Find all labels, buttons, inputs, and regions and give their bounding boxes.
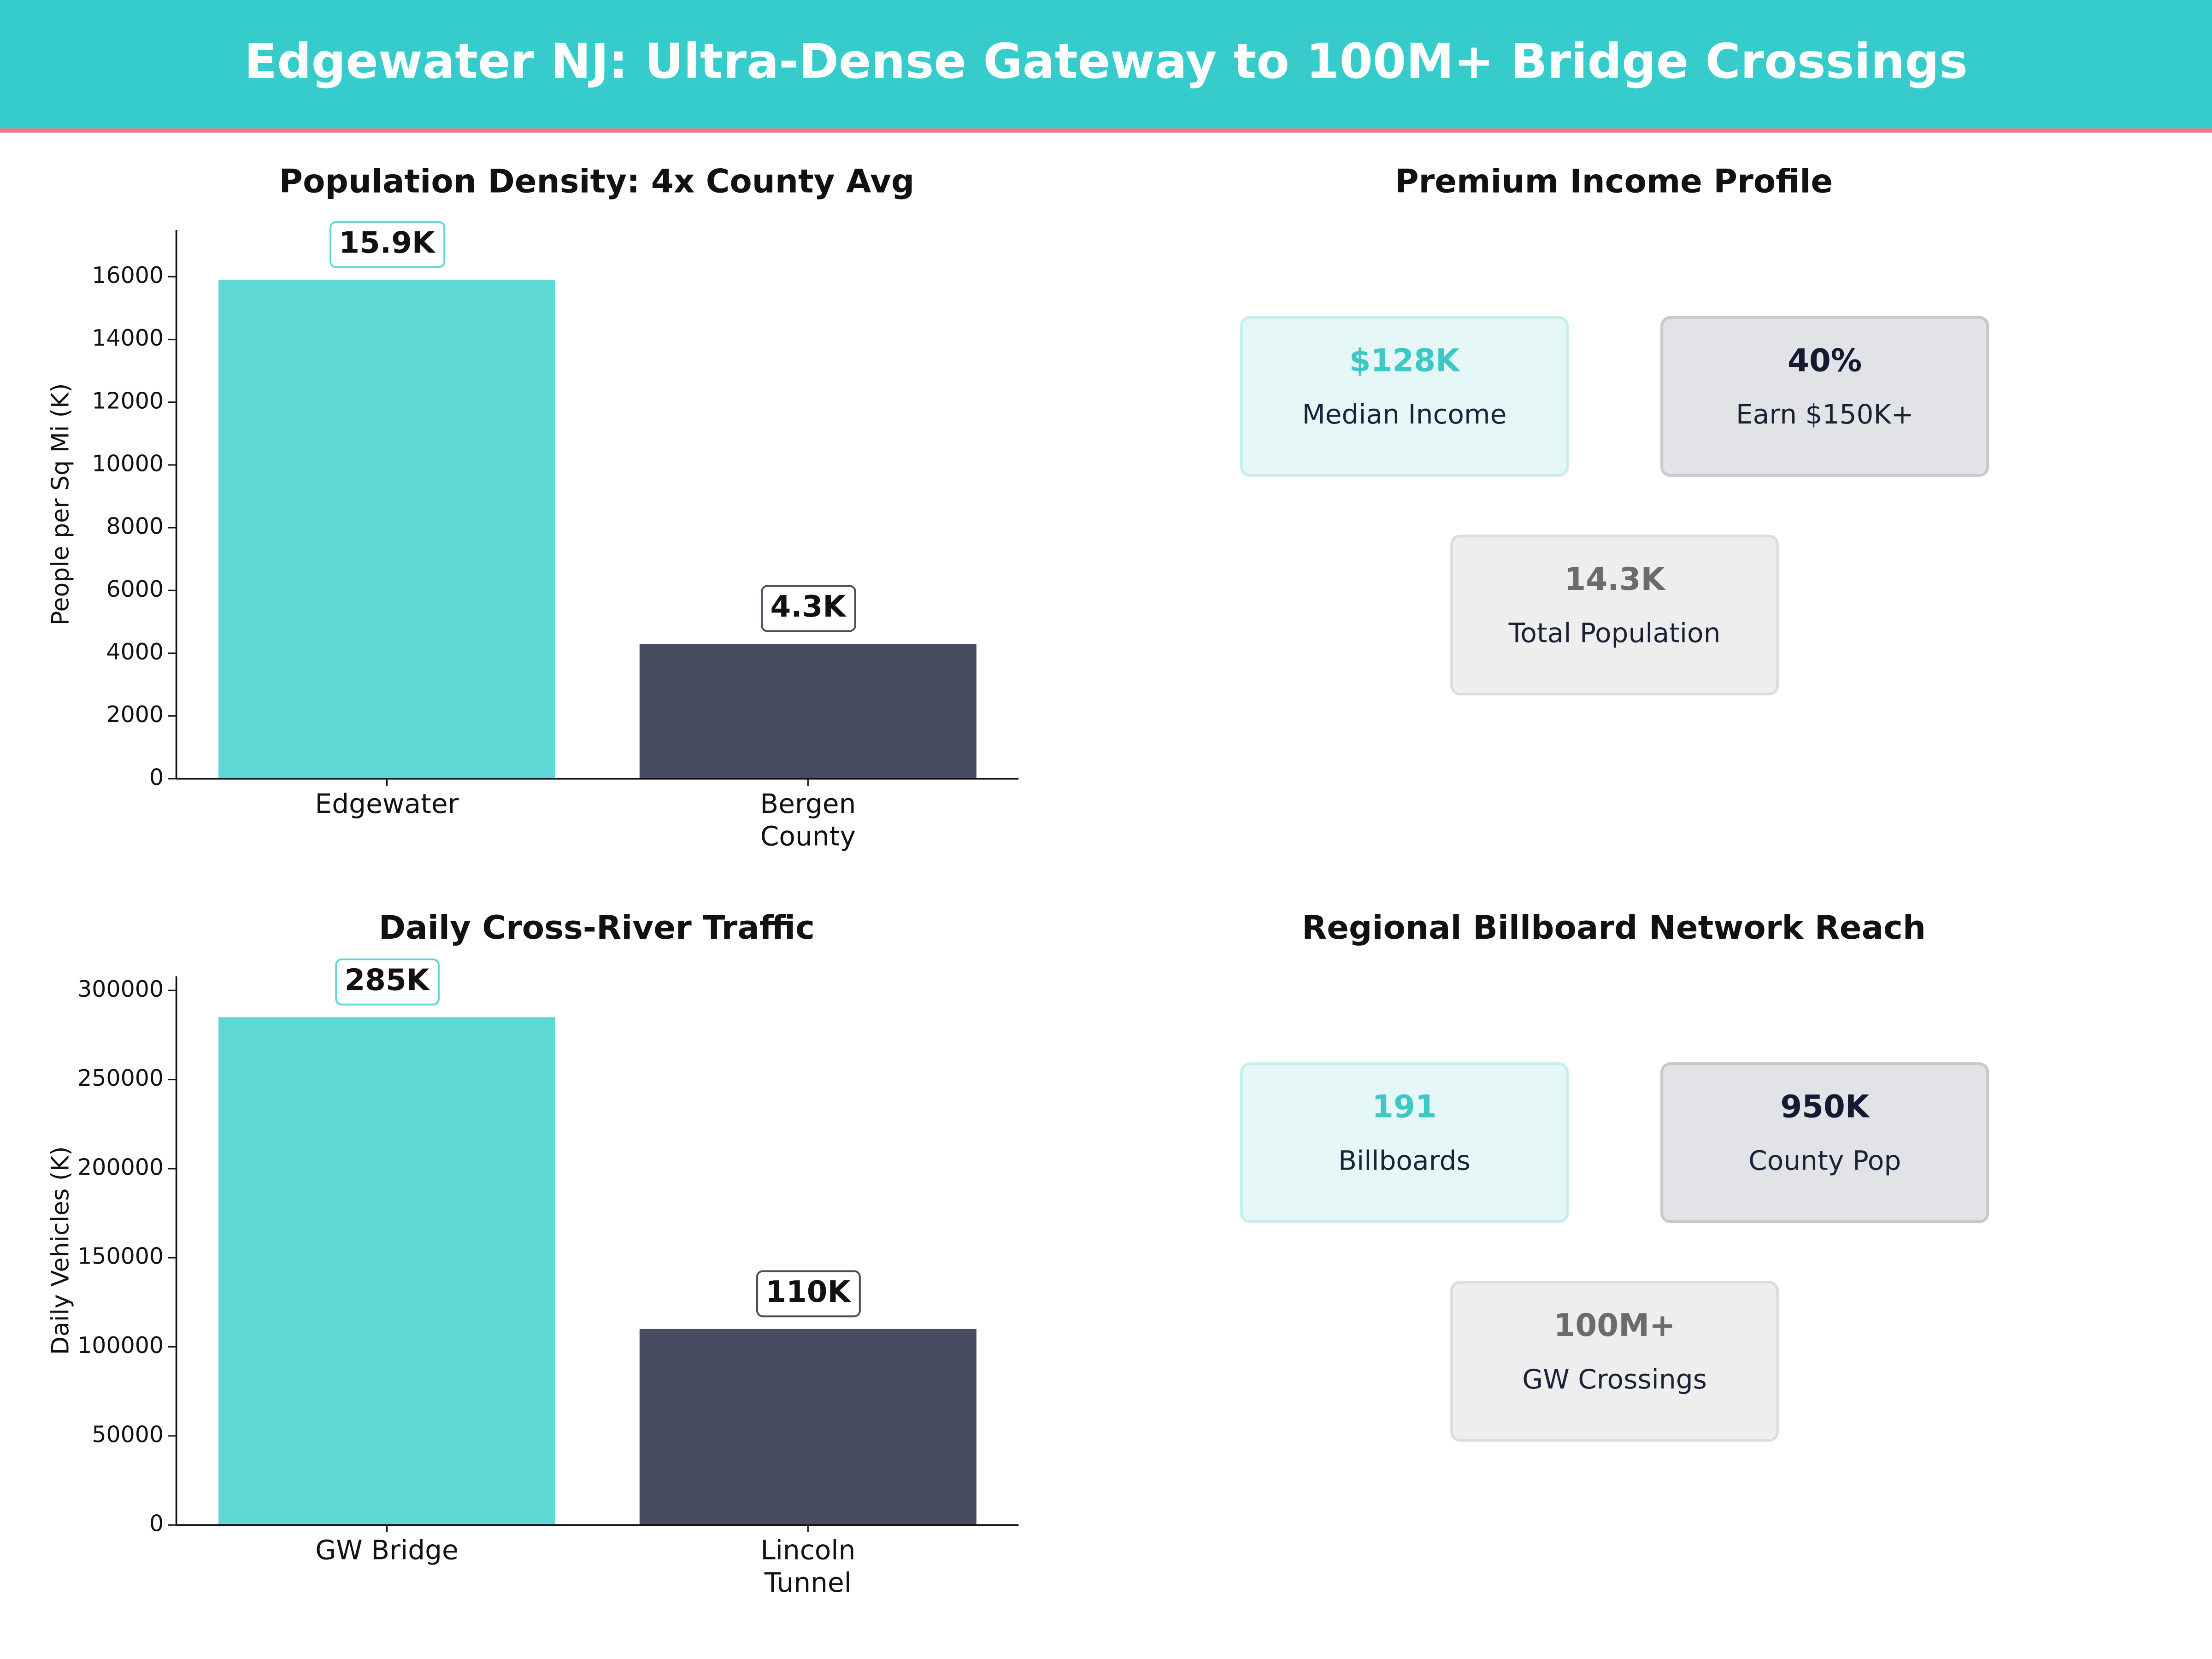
kpi-label: GW Crossings	[1522, 1364, 1707, 1395]
chart-title: Population Density: 4x County Avg	[279, 162, 915, 200]
kpi-card	[1660, 1062, 1989, 1224]
bar	[218, 1017, 556, 1525]
kpi-value: 191	[1372, 1088, 1437, 1125]
y-tick-label: 0	[149, 1511, 164, 1537]
bar	[639, 644, 977, 779]
value-label: 110K	[765, 1275, 851, 1309]
kpi-card	[1240, 316, 1569, 477]
kpi-card	[1240, 1062, 1569, 1224]
y-tick-label: 2000	[106, 701, 164, 728]
x-tick-label: GW Bridge	[315, 1534, 459, 1565]
x-tick-label: Bergen County	[760, 788, 856, 852]
y-tick-label: 10000	[92, 450, 164, 477]
bar	[218, 280, 556, 779]
bar	[639, 1329, 977, 1525]
y-tick-label: 0	[149, 764, 164, 790]
chart-title: Daily Cross-River Traffic	[379, 909, 815, 947]
value-label-box	[329, 221, 446, 268]
y-tick-label: 100000	[77, 1332, 164, 1359]
y-tick-label: 4000	[106, 639, 164, 665]
y-tick-label: 14000	[92, 325, 164, 351]
kpi-value: 100M+	[1554, 1307, 1676, 1343]
value-label: 4.3K	[770, 589, 847, 624]
kpi-value: 14.3K	[1564, 561, 1666, 597]
value-label: 285K	[345, 963, 430, 997]
kpi-value: $128K	[1349, 342, 1461, 378]
panel-title: Premium Income Profile	[1395, 162, 1833, 200]
y-tick-label: 150000	[77, 1243, 164, 1270]
page-title: Edgewater NJ: Ultra-Dense Gateway to 100…	[244, 33, 1968, 89]
kpi-value: 40%	[1788, 342, 1862, 378]
header-rule	[0, 128, 2212, 133]
kpi-label: County Pop	[1748, 1145, 1901, 1177]
y-tick-label: 300000	[77, 976, 164, 1002]
y-tick-label: 12000	[92, 388, 164, 414]
x-tick-label: Lincoln Tunnel	[760, 1534, 855, 1598]
kpi-card	[1450, 1281, 1779, 1442]
y-tick-label: 16000	[92, 262, 164, 288]
value-label: 15.9K	[339, 225, 436, 260]
value-label-box	[761, 585, 856, 632]
value-label-box	[756, 1270, 861, 1318]
value-label-box	[335, 958, 440, 1006]
y-tick-label: 8000	[106, 513, 164, 540]
y-tick-label: 6000	[106, 576, 164, 602]
panel-title: Regional Billboard Network Reach	[1302, 909, 1926, 947]
kpi-value: 950K	[1780, 1088, 1871, 1125]
kpi-label: Billboards	[1338, 1145, 1471, 1177]
y-tick-label: 50000	[92, 1421, 164, 1447]
y-axis-label: Daily Vehicles (K)	[47, 1146, 75, 1355]
kpi-card	[1450, 535, 1779, 696]
y-tick-label: 250000	[77, 1065, 164, 1091]
kpi-label: Total Population	[1508, 618, 1721, 649]
x-tick-label: Edgewater	[315, 788, 459, 819]
kpi-label: Earn $150K+	[1736, 399, 1913, 430]
kpi-label: Median Income	[1302, 399, 1506, 430]
header-banner	[0, 0, 2212, 129]
y-axis-label: People per Sq Mi (K)	[47, 383, 75, 626]
kpi-card	[1660, 316, 1989, 477]
y-tick-label: 200000	[77, 1154, 164, 1180]
